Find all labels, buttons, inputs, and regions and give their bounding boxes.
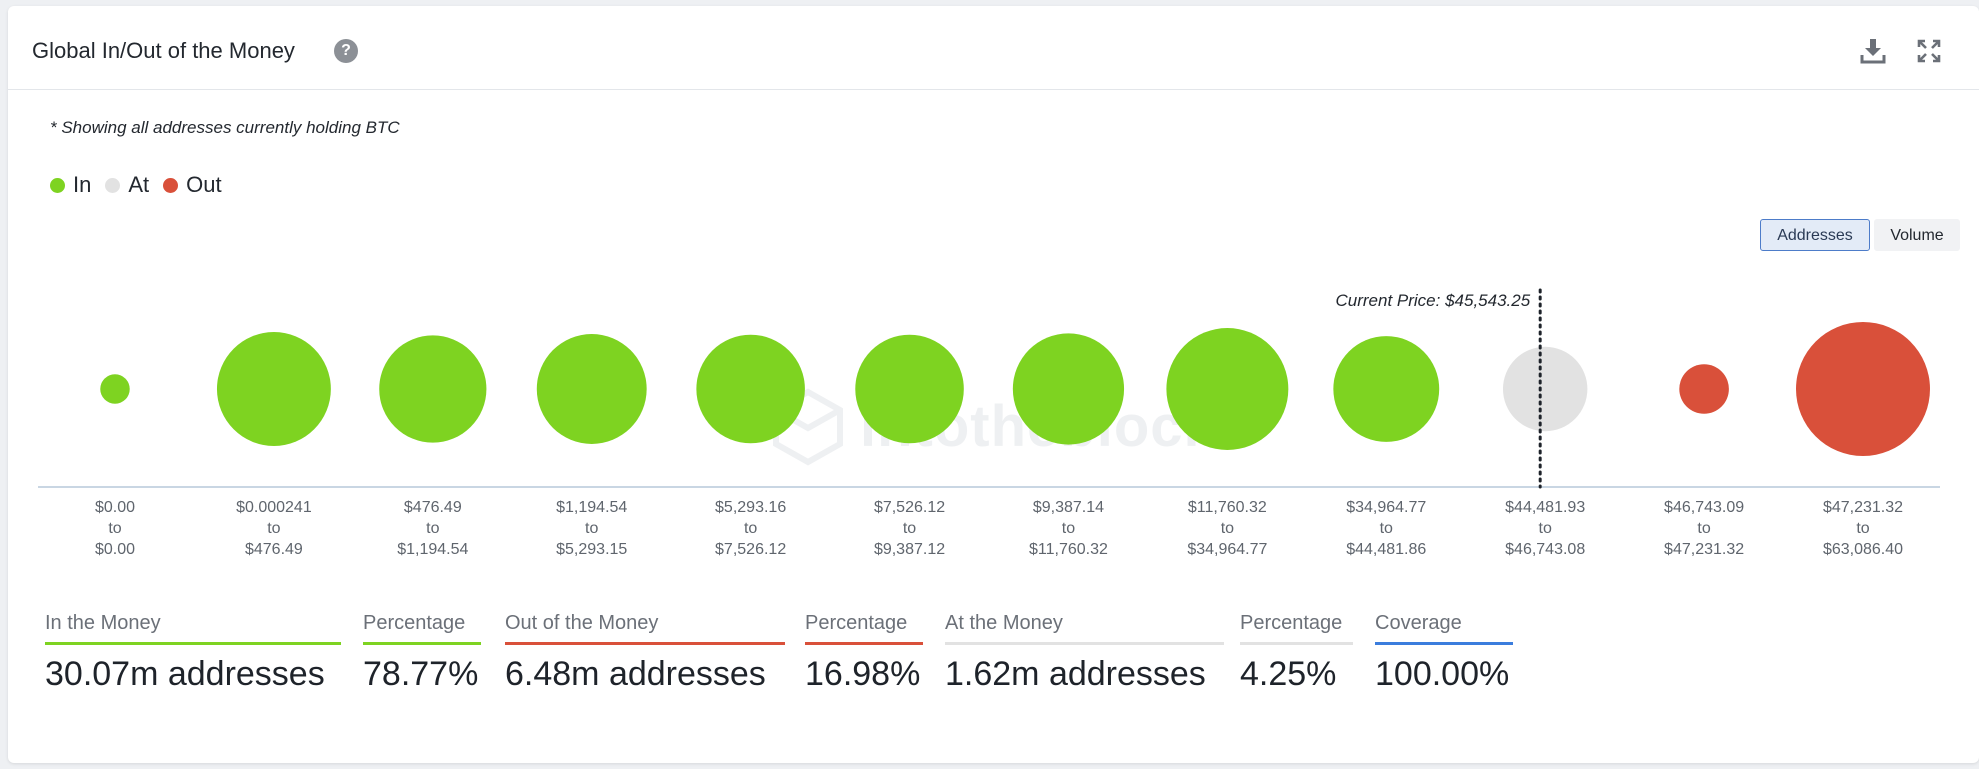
bucket-range-label: $0.00	[95, 499, 135, 516]
bucket-range-label: $0.000241	[236, 499, 312, 516]
stat-label: Percentage	[363, 612, 466, 634]
bucket-range-label: $7,526.12	[874, 499, 945, 516]
legend-item-at[interactable]: At	[105, 172, 149, 198]
holding-note: * Showing all addresses currently holdin…	[50, 118, 400, 137]
stat-out-of-the-money: Out of the Money 6.48m addresses	[505, 612, 785, 694]
stat-in-the-money: In the Money 30.07m addresses	[45, 612, 341, 694]
stat-value: 30.07m addresses	[45, 655, 325, 693]
bubble-in[interactable]	[696, 334, 805, 444]
bucket-range-label: $11,760.32	[1029, 541, 1108, 558]
chart-legend: In At Out	[50, 172, 236, 198]
stat-bar	[945, 642, 1224, 645]
bucket-range-label: $44,481.93	[1505, 499, 1585, 516]
bucket-range-label: $5,293.16	[715, 499, 786, 516]
bubble-out[interactable]	[1796, 322, 1930, 456]
bucket-range-label: to	[744, 520, 757, 537]
bucket-range-label: $34,964.77	[1346, 499, 1426, 516]
bubble-in[interactable]	[1166, 328, 1289, 450]
stat-value: 4.25%	[1240, 655, 1337, 693]
bucket-range-label: $476.49	[245, 541, 303, 558]
stat-label: In the Money	[45, 612, 161, 634]
stat-in-percentage: Percentage 78.77%	[363, 612, 481, 694]
bucket-range-label: to	[903, 520, 916, 537]
bubble-chart: $0.00 to $0.00 $0.000241 to $476.49 $476.49 to $…	[38, 288, 1940, 558]
legend-label-in: In	[73, 172, 92, 197]
stat-bar	[45, 642, 341, 645]
legend-label-out: Out	[186, 172, 222, 197]
stat-at-the-money: At the Money 1.62m addresses	[945, 612, 1224, 694]
stat-value: 78.77%	[363, 655, 479, 693]
bubble-in[interactable]	[536, 334, 647, 444]
bucket-range-label: $1,194.54	[397, 541, 468, 558]
stat-bar	[805, 642, 923, 645]
bubble-at[interactable]	[1502, 346, 1588, 432]
bucket-range-label: to	[426, 520, 439, 537]
bucket-range-label: to	[1697, 520, 1710, 537]
stat-label: At the Money	[945, 612, 1063, 634]
stat-label: Percentage	[1240, 612, 1343, 634]
bucket-range-label: $47,231.32	[1823, 499, 1903, 516]
bubble-in[interactable]	[379, 335, 487, 443]
stat-value: 16.98%	[805, 655, 921, 693]
bucket-range-label: $1,194.54	[556, 499, 627, 516]
bucket-range-label: $47,231.32	[1664, 541, 1744, 558]
bucket-range-label: $5,293.15	[556, 541, 627, 558]
bucket-range-label: $7,526.12	[715, 541, 786, 558]
bucket-range-label: to	[108, 520, 121, 537]
bucket-range-label: $46,743.09	[1664, 499, 1744, 516]
bucket-range-label: to	[1539, 520, 1552, 537]
addresses-toggle-button[interactable]: Addresses	[1760, 219, 1870, 251]
bucket-range-label: $11,760.32	[1188, 499, 1267, 516]
bubble-out[interactable]	[1679, 364, 1729, 414]
bucket-range-label: to	[585, 520, 598, 537]
bucket-range-label: $44,481.86	[1346, 541, 1426, 558]
current-price-label: Current Price: $45,543.25	[1336, 291, 1531, 310]
bucket-range-label: $476.49	[404, 499, 462, 516]
legend-item-in[interactable]: In	[50, 172, 91, 198]
bucket-range-label: to	[1221, 520, 1234, 537]
legend-label-at: At	[128, 172, 150, 197]
stat-value: 6.48m addresses	[505, 655, 766, 693]
bubble-in[interactable]	[1012, 333, 1125, 445]
bucket-range-label: to	[267, 520, 280, 537]
stat-value: 100.00%	[1375, 655, 1510, 693]
bucket-range-label: $0.00	[95, 541, 135, 558]
stat-out-percentage: Percentage 16.98%	[805, 612, 923, 694]
stat-label: Coverage	[1375, 612, 1462, 634]
bubble-in[interactable]	[855, 334, 964, 444]
stat-value: 1.62m addresses	[945, 655, 1206, 693]
stat-label: Out of the Money	[505, 612, 659, 634]
bucket-range-label: to	[1062, 520, 1075, 537]
bucket-range-label: to	[1380, 520, 1393, 537]
legend-dot-out	[163, 177, 179, 193]
bubble-in[interactable]	[1333, 336, 1440, 442]
card-title: Global In/Out of the Money	[32, 38, 295, 63]
expand-icon[interactable]	[1914, 36, 1944, 66]
stat-bar	[1375, 642, 1513, 645]
legend-dot-in	[50, 177, 65, 193]
bucket-range-label: $34,964.77	[1187, 541, 1267, 558]
chart-card: Global In/Out of the Money ? * Showing a…	[8, 6, 1979, 763]
bubble-in[interactable]	[100, 374, 130, 404]
stat-bar	[505, 642, 785, 645]
card-header: Global In/Out of the Money ?	[8, 6, 1979, 90]
legend-item-out[interactable]: Out	[163, 172, 222, 198]
stat-coverage: Coverage 100.00%	[1375, 612, 1513, 694]
bucket-range-label: $63,086.40	[1823, 541, 1903, 558]
bucket-range-label: $9,387.14	[1033, 499, 1104, 516]
bucket-range-label: to	[1856, 520, 1869, 537]
stat-bar	[363, 642, 481, 645]
bubble-in[interactable]	[216, 332, 331, 446]
bucket-range-label: $46,743.08	[1505, 541, 1585, 558]
download-icon[interactable]	[1858, 36, 1888, 66]
volume-toggle-button[interactable]: Volume	[1874, 219, 1960, 251]
bucket-range-label: $9,387.12	[874, 541, 945, 558]
question-circle-icon[interactable]: ?	[334, 39, 358, 63]
stat-bar	[1240, 642, 1353, 645]
legend-dot-at	[105, 177, 121, 193]
stat-at-percentage: Percentage 4.25%	[1240, 612, 1353, 694]
stat-label: Percentage	[805, 612, 908, 634]
